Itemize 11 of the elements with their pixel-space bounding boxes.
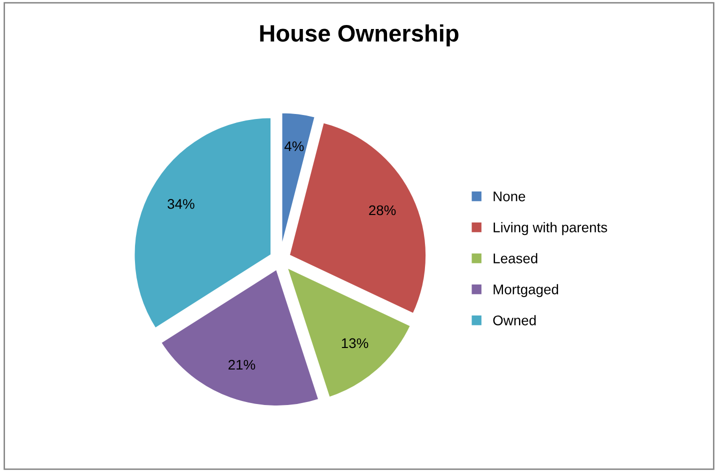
legend-label: Living with parents [494, 222, 608, 236]
legend-label: Owned [493, 315, 536, 326]
data-label: 4% [284, 141, 304, 152]
chart-title: House Ownership [260, 24, 458, 46]
legend-label: None [494, 192, 526, 202]
data-label: 28% [369, 205, 396, 216]
legend-label: Leased [494, 253, 538, 264]
legend-label: Mortgaged [494, 284, 558, 298]
data-label: 21% [228, 360, 256, 370]
data-label: 13% [342, 338, 368, 348]
data-label: 34% [168, 199, 194, 209]
